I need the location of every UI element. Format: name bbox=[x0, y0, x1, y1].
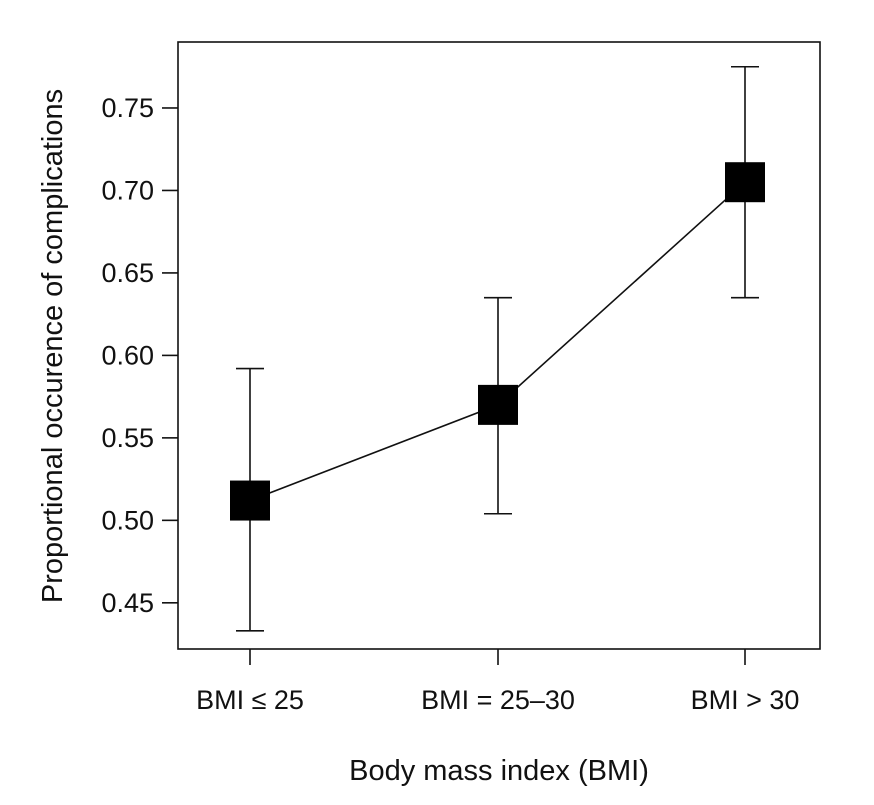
data-point-marker bbox=[478, 384, 518, 425]
y-tick-label: 0.70 bbox=[101, 175, 154, 205]
x-axis: BMI ≤ 25 BMI = 25–30 BMI > 30 bbox=[196, 649, 799, 715]
x-tick-label: BMI > 30 bbox=[691, 685, 800, 715]
x-tick-label: BMI ≤ 25 bbox=[196, 685, 304, 715]
y-tick-label: 0.50 bbox=[101, 505, 154, 535]
y-axis: 0.45 0.50 0.55 0.60 0.65 0.70 0.75 bbox=[101, 93, 178, 618]
series-layer bbox=[230, 65, 765, 632]
x-axis-title: Body mass index (BMI) bbox=[349, 755, 649, 787]
y-tick-label: 0.75 bbox=[101, 93, 154, 123]
y-tick-label: 0.65 bbox=[101, 258, 154, 288]
y-tick-label: 0.55 bbox=[101, 423, 154, 453]
plot-frame bbox=[177, 41, 821, 650]
y-axis-title: Proportional occurence of complications bbox=[37, 89, 69, 603]
x-tick-label: BMI = 25–30 bbox=[421, 685, 575, 715]
y-tick-label: 0.60 bbox=[101, 340, 154, 370]
data-point-marker bbox=[230, 480, 270, 521]
data-point-marker bbox=[725, 162, 765, 203]
y-tick-label: 0.45 bbox=[101, 588, 154, 618]
